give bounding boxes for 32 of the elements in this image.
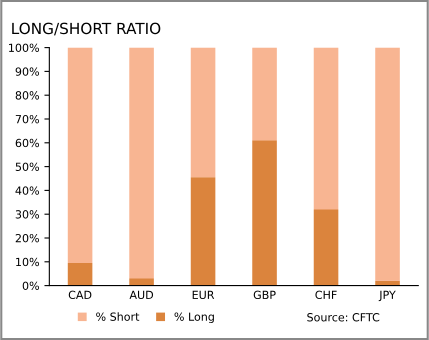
x-tick-label: CAD [68,290,92,300]
legend-label: % Long [174,312,214,324]
x-tick-label: AUD [130,290,154,300]
y-tick-label: 40% [15,186,39,195]
x-tick-label: CHF [315,290,337,300]
x-tick-label: JPY [378,290,396,302]
y-tick-label: 30% [16,210,39,219]
y-tick-label: 50% [16,162,39,171]
x-tick-label: GBP [254,290,276,300]
y-tick-label: 80% [16,91,39,100]
y-tick-label: 100% [9,44,39,52]
bar [314,209,338,286]
bar [190,177,216,286]
y-tick-label: 70% [16,114,39,124]
bar [252,140,277,286]
bar [190,48,216,178]
bar [129,278,154,286]
bar [314,48,338,210]
bar [68,48,92,263]
y-tick-label: 60% [16,138,39,148]
bar [129,48,154,278]
bar [375,48,400,281]
y-tick-label: 0% [22,282,39,290]
legend-label: % Short [96,312,140,321]
y-tick-label: 10% [16,258,39,266]
y-tick-label: 20% [16,234,39,242]
chart-title: LONG/SHORT RATIO [12,22,160,36]
bar [252,48,277,140]
y-tick-label: 90% [16,67,39,76]
source-note: Source: CFTC [307,313,380,322]
bar [68,262,92,286]
x-tick-label: EUR [192,290,214,300]
